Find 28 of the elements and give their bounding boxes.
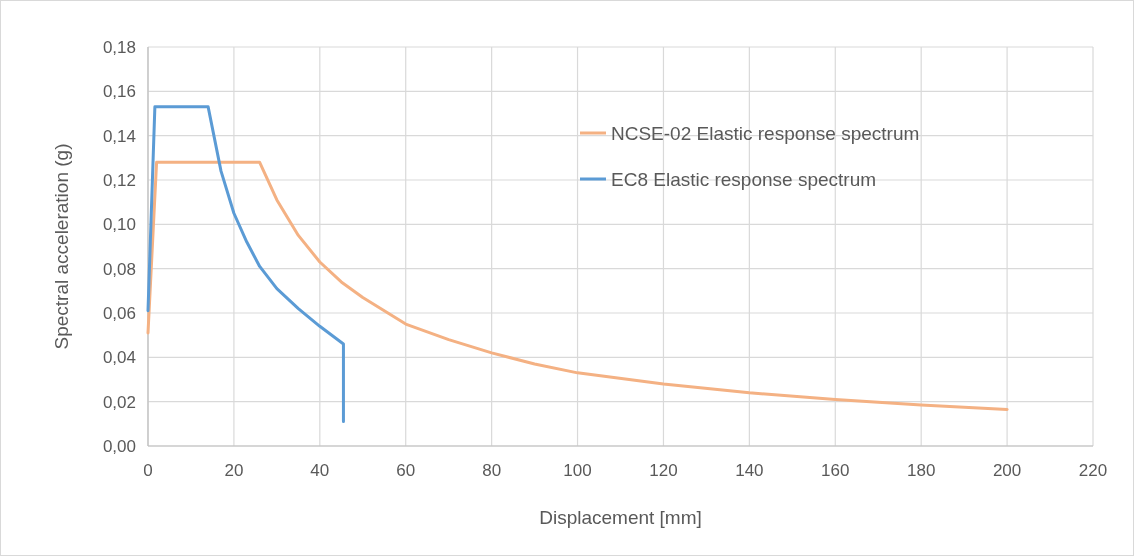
- x-tick-label: 100: [563, 461, 592, 480]
- x-tick-label: 140: [735, 461, 764, 480]
- y-tick-label: 0,02: [102, 392, 136, 412]
- x-tick-label: 120: [649, 461, 678, 480]
- y-tick-label: 0,00: [102, 437, 136, 456]
- y-tick-label: 0,08: [102, 259, 136, 279]
- legend-label: EC8 Elastic response spectrum: [611, 169, 877, 190]
- x-tick-label: 80: [482, 461, 502, 480]
- x-tick-label: 60: [396, 461, 416, 480]
- y-tick-label: 0,12: [102, 171, 136, 190]
- line-series: [146, 105, 345, 424]
- line-series: [146, 160, 1009, 411]
- y-tick-label: 0,10: [102, 215, 136, 235]
- legend-label: NCSE-02 Elastic response spectrum: [611, 123, 920, 144]
- x-tick-label: 200: [992, 461, 1022, 480]
- y-tick-label: 0,06: [102, 304, 136, 323]
- x-tick-label: 180: [906, 461, 936, 480]
- y-tick-label: 0,04: [102, 348, 136, 368]
- x-tick-label: 160: [821, 461, 850, 480]
- y-tick-label: 0,14: [102, 126, 136, 146]
- y-axis-title: Spectral acceleration (g): [51, 143, 72, 350]
- x-tick-label: 40: [310, 461, 330, 480]
- x-tick-label: 0: [143, 461, 153, 480]
- x-axis-title: Displacement [mm]: [539, 507, 702, 528]
- y-tick-label: 0,16: [102, 82, 136, 102]
- y-tick-label: 0,18: [102, 38, 136, 57]
- x-tick-label: 220: [1078, 461, 1108, 480]
- x-tick-label: 20: [224, 461, 244, 480]
